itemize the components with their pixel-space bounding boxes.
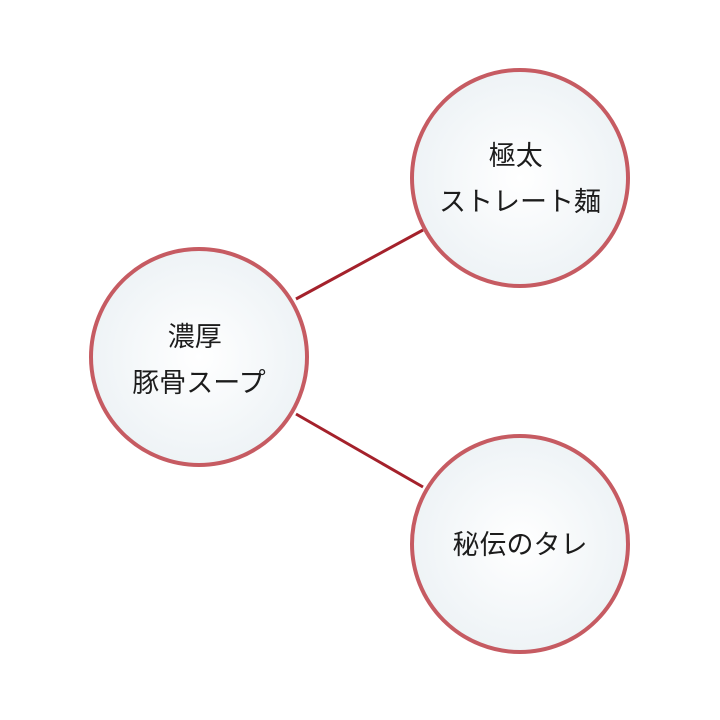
node-noodles-label: 極太 ストレート麺: [439, 141, 601, 218]
node-tare-label-line-1: 秘伝のタレ: [453, 530, 588, 561]
node-tare-circle: [410, 434, 630, 654]
node-soup-label-line-1: 濃厚: [168, 322, 222, 353]
connector-soup-to-noodles: [295, 228, 424, 301]
node-soup-label: 濃厚 豚骨スープ: [132, 322, 265, 399]
node-soup: 濃厚 豚骨スープ: [89, 247, 309, 467]
node-noodles-label-line-1: 極太: [489, 141, 543, 172]
node-tare-label: 秘伝のタレ: [453, 530, 588, 561]
node-noodles-label-line-2: ストレート麺: [439, 187, 601, 218]
node-noodles: 極太 ストレート麺: [410, 68, 630, 288]
node-noodles-circle: [410, 68, 630, 288]
node-tare: 秘伝のタレ: [410, 434, 630, 654]
connector-soup-to-tare: [295, 412, 424, 489]
node-soup-circle: [89, 247, 309, 467]
node-soup-label-line-2: 豚骨スープ: [132, 368, 265, 399]
